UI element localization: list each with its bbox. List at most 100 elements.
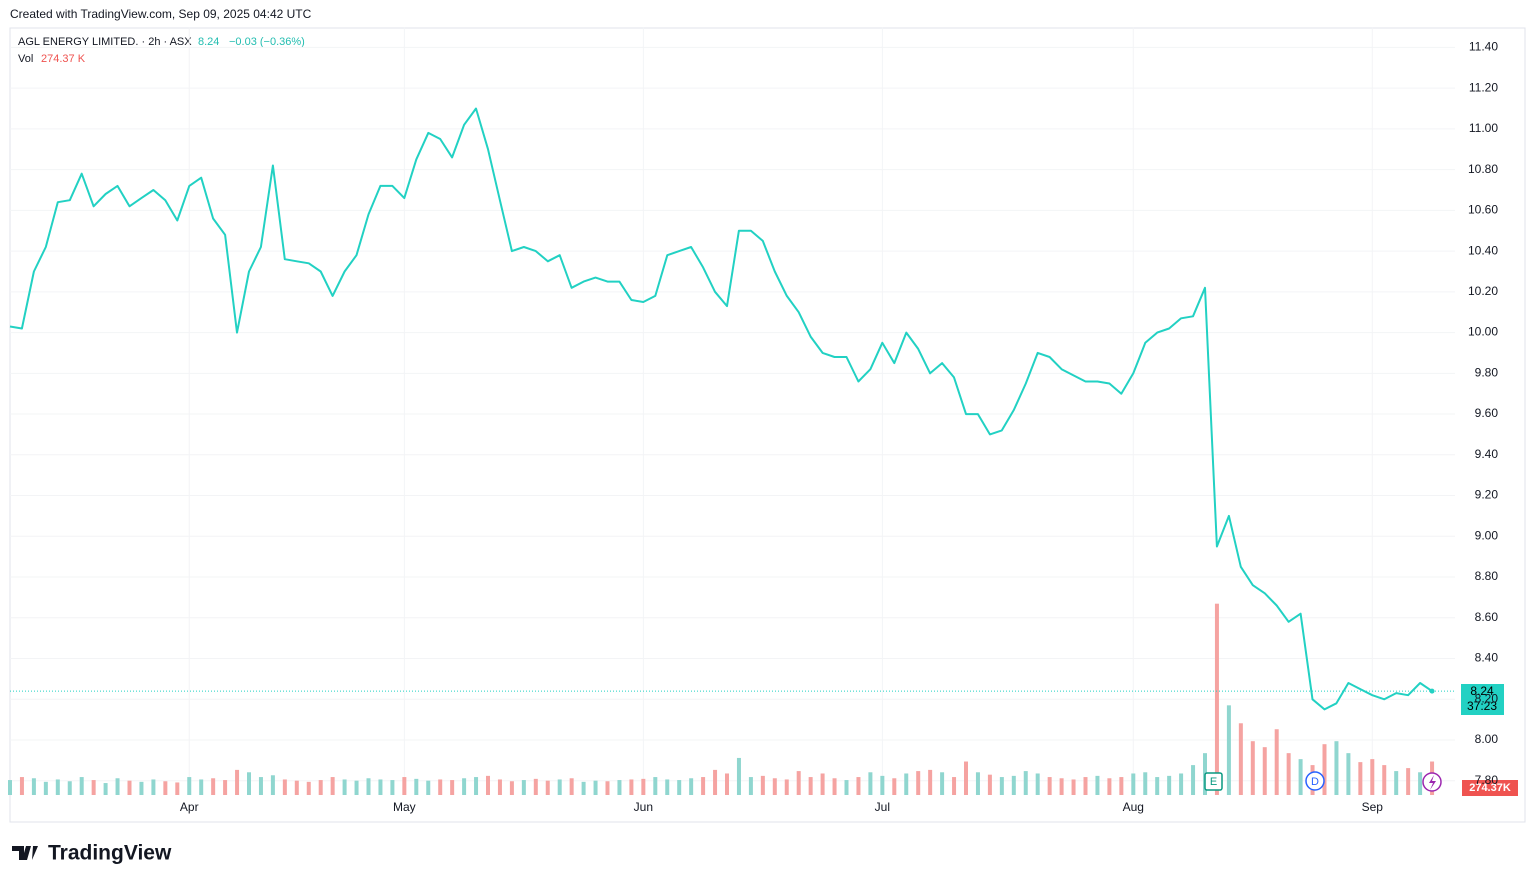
volume-bar (736, 757, 741, 795)
volume-bar (760, 775, 765, 795)
symbol: AGL ENERGY LIMITED. · 2h · ASX (18, 36, 192, 48)
volume-bar (354, 780, 359, 795)
volume-bar (55, 779, 60, 795)
volume-bar (844, 780, 849, 795)
y-tick-label: 10.20 (1468, 284, 1498, 298)
last-point (1429, 688, 1435, 694)
volume-bar (1406, 768, 1411, 795)
x-tick-label: Jun (634, 800, 653, 814)
volume-bar (462, 778, 467, 795)
event-icon (1429, 775, 1436, 790)
volume-bar (270, 775, 275, 795)
volume-bar (1071, 779, 1076, 795)
volume-bar (258, 777, 263, 795)
volume-bar (1286, 753, 1291, 795)
volume-bar (390, 780, 395, 795)
volume-bar (1143, 772, 1148, 795)
volume-bar (521, 780, 526, 795)
volume-bar (342, 779, 347, 795)
x-tick-label: Jul (875, 800, 890, 814)
earnings-label[interactable]: E (1210, 776, 1217, 788)
volume-bar (1382, 765, 1387, 795)
volume-bar (67, 781, 72, 795)
dividend-label[interactable]: D (1311, 776, 1319, 788)
volume-bar (8, 780, 12, 795)
dividend-marker[interactable] (1305, 771, 1325, 791)
volume-bar (235, 769, 240, 795)
logo: TradingView (48, 842, 172, 865)
last-price: 8.24 (198, 36, 219, 48)
volume-bar (175, 782, 180, 795)
volume-bar (605, 781, 610, 795)
volume-bar (975, 772, 980, 795)
y-tick-label: 9.00 (1475, 528, 1499, 542)
y-tick-label: 9.60 (1475, 406, 1499, 420)
volume-bar (1238, 723, 1243, 795)
volume-bar (1250, 741, 1255, 795)
volume-bar (581, 781, 586, 795)
volume-bar (820, 773, 825, 795)
volume-bar (1214, 603, 1219, 795)
x-tick-label: May (393, 800, 416, 814)
vol-value: 274.37 K (41, 53, 86, 65)
y-tick-label: 9.20 (1475, 488, 1499, 502)
volume-bar (569, 778, 574, 795)
volume-bar (474, 777, 479, 795)
volume-bar (796, 771, 801, 795)
volume-bar (187, 777, 192, 795)
volume-bar (904, 773, 909, 795)
volume-bar (1095, 775, 1100, 795)
y-tick-label: 11.40 (1469, 40, 1498, 54)
y-tick-label: 10.00 (1468, 325, 1498, 339)
volume-bar (641, 778, 646, 795)
y-tick-label: 10.40 (1468, 243, 1498, 257)
x-tick-label: Apr (180, 800, 199, 814)
volume-bar (617, 780, 622, 795)
volume-bar (199, 779, 204, 795)
volume-bar (880, 775, 885, 795)
credit: Created with TradingView.com, Sep 09, 20… (10, 7, 312, 21)
volume-bar (1011, 775, 1016, 795)
volume-bar (725, 773, 729, 795)
volume-bar (79, 777, 84, 795)
volume-bar (247, 772, 251, 795)
volume-bar (987, 774, 992, 795)
volume-bar (366, 778, 371, 795)
volume-bar (1191, 765, 1196, 795)
volume-bar (545, 780, 550, 795)
y-tick-label: 8.60 (1475, 610, 1499, 624)
countdown: 37:23 (1467, 699, 1497, 713)
volume-bar (211, 778, 216, 795)
volume-bar (378, 779, 383, 795)
volume-bar (1179, 773, 1184, 795)
volume-bar (1083, 777, 1088, 795)
y-tick-label: 8.80 (1475, 569, 1499, 583)
volume-bar (294, 780, 299, 795)
volume-bar (1107, 778, 1112, 795)
volume-bar (1358, 762, 1363, 795)
volume-bar (964, 761, 968, 795)
volume-bar (593, 780, 598, 795)
volume-bar (677, 780, 682, 795)
volume-bar (653, 777, 658, 795)
volume-bar (223, 780, 228, 795)
volume-bar (928, 769, 933, 795)
volume-bar (1131, 773, 1136, 795)
volume-bar (509, 781, 514, 795)
volume-bar (1059, 778, 1064, 795)
volume-bar (1298, 759, 1303, 795)
volume-bar (999, 777, 1004, 795)
volume-bar (438, 779, 443, 795)
price-box-value: 8.24 (1470, 684, 1494, 698)
volume-bar (402, 777, 407, 795)
volume-bar (163, 781, 168, 795)
y-tick-label: 11.20 (1469, 80, 1498, 94)
volume-bar (1274, 729, 1279, 795)
vol-label: Vol (18, 53, 33, 65)
volume-bar (1226, 705, 1231, 795)
volume-bar (497, 779, 502, 795)
volume-bar (1047, 777, 1052, 795)
volume-bar (832, 778, 837, 795)
earnings-marker[interactable] (1204, 772, 1223, 791)
